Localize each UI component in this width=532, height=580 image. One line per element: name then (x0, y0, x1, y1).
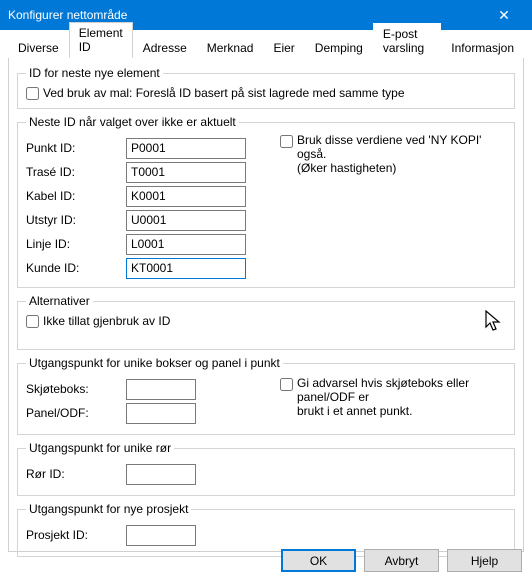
hjelp-button[interactable]: Hjelp (447, 549, 522, 572)
tab-page: ID for neste nye element Ved bruk av mal… (8, 58, 524, 552)
input-linje-id[interactable] (126, 234, 246, 255)
lbl-ror: Rør ID: (26, 467, 126, 481)
ok-button[interactable]: OK (281, 549, 356, 572)
chk-mal-input[interactable] (26, 87, 39, 100)
group-bokser-legend: Utgangspunkt for unike bokser og panel i… (26, 356, 283, 370)
group-alt-legend: Alternativer (26, 294, 93, 308)
chk-mal[interactable]: Ved bruk av mal: Foreslå ID basert på si… (26, 86, 506, 100)
input-kabel-id[interactable] (126, 186, 246, 207)
lbl-panelodf: Panel/ODF: (26, 406, 126, 420)
group-prosjekt-legend: Utgangspunkt for nye prosjekt (26, 502, 191, 516)
chk-advarsel[interactable]: Gi advarsel hvis skjøteboks eller panel/… (280, 376, 500, 418)
group-ror-legend: Utgangspunkt for unike rør (26, 441, 174, 455)
close-icon[interactable]: ✕ (484, 7, 524, 24)
lbl-linje: Linje ID: (26, 237, 126, 251)
input-trase-id[interactable] (126, 162, 246, 183)
tab-demping[interactable]: Demping (305, 37, 373, 58)
chk-nykopi[interactable]: Bruk disse verdiene ved 'NY KOPI' også. … (280, 133, 500, 175)
tab-adresse[interactable]: Adresse (133, 37, 197, 58)
chk-advarsel-line2: brukt i et annet punkt. (297, 404, 412, 418)
tab-diverse[interactable]: Diverse (8, 37, 69, 58)
group-bokser: Utgangspunkt for unike bokser og panel i… (17, 356, 515, 435)
chk-nykopi-wrapper: Bruk disse verdiene ved 'NY KOPI' også. … (280, 133, 500, 175)
input-ror-id[interactable] (126, 464, 196, 485)
chk-gjenbruk-label: Ikke tillat gjenbruk av ID (43, 314, 170, 328)
input-skjoteboks[interactable] (126, 379, 196, 400)
lbl-utstyr: Utstyr ID: (26, 213, 126, 227)
group-ror: Utgangspunkt for unike rør Rør ID: (17, 441, 515, 496)
tab-epost[interactable]: E-post varsling (373, 23, 441, 58)
avbryt-button[interactable]: Avbryt (364, 549, 439, 572)
chk-gjenbruk[interactable]: Ikke tillat gjenbruk av ID (26, 314, 506, 328)
chk-gjenbruk-input[interactable] (26, 315, 39, 328)
chk-advarsel-input[interactable] (280, 378, 293, 391)
button-bar: OK Avbryt Hjelp (281, 549, 522, 572)
lbl-skjoteboks: Skjøteboks: (26, 382, 126, 396)
group-neste-legend: Neste ID når valget over ikke er aktuelt (26, 115, 239, 129)
tab-strip: Diverse Element ID Adresse Merknad Eier … (8, 36, 524, 58)
tab-element-id[interactable]: Element ID (69, 22, 133, 58)
tab-merknad[interactable]: Merknad (197, 37, 264, 58)
lbl-kabel: Kabel ID: (26, 189, 126, 203)
input-utstyr-id[interactable] (126, 210, 246, 231)
chk-mal-label: Ved bruk av mal: Foreslå ID basert på si… (43, 86, 405, 100)
input-prosjekt-id[interactable] (126, 525, 196, 546)
chk-nykopi-input[interactable] (280, 135, 293, 148)
chk-nykopi-line2: (Øker hastigheten) (297, 161, 396, 175)
tab-informasjon[interactable]: Informasjon (441, 37, 524, 58)
tab-eier[interactable]: Eier (263, 37, 304, 58)
chk-nykopi-line1: Bruk disse verdiene ved 'NY KOPI' også. (297, 133, 481, 161)
input-panelodf[interactable] (126, 403, 196, 424)
group-alternativer: Alternativer Ikke tillat gjenbruk av ID (17, 294, 515, 350)
group-id-new-legend: ID for neste nye element (26, 66, 163, 80)
group-neste-id: Neste ID når valget over ikke er aktuelt… (17, 115, 515, 288)
lbl-prosjekt: Prosjekt ID: (26, 528, 126, 542)
lbl-trase: Trasé ID: (26, 165, 126, 179)
lbl-kunde: Kunde ID: (26, 261, 126, 275)
input-punkt-id[interactable] (126, 138, 246, 159)
window-title: Konfigurer nettområde (8, 8, 484, 22)
chk-advarsel-wrapper: Gi advarsel hvis skjøteboks eller panel/… (280, 376, 500, 418)
chk-advarsel-line1: Gi advarsel hvis skjøteboks eller panel/… (297, 376, 469, 404)
lbl-punkt: Punkt ID: (26, 141, 126, 155)
group-id-new: ID for neste nye element Ved bruk av mal… (17, 66, 515, 109)
input-kunde-id[interactable] (126, 258, 246, 279)
